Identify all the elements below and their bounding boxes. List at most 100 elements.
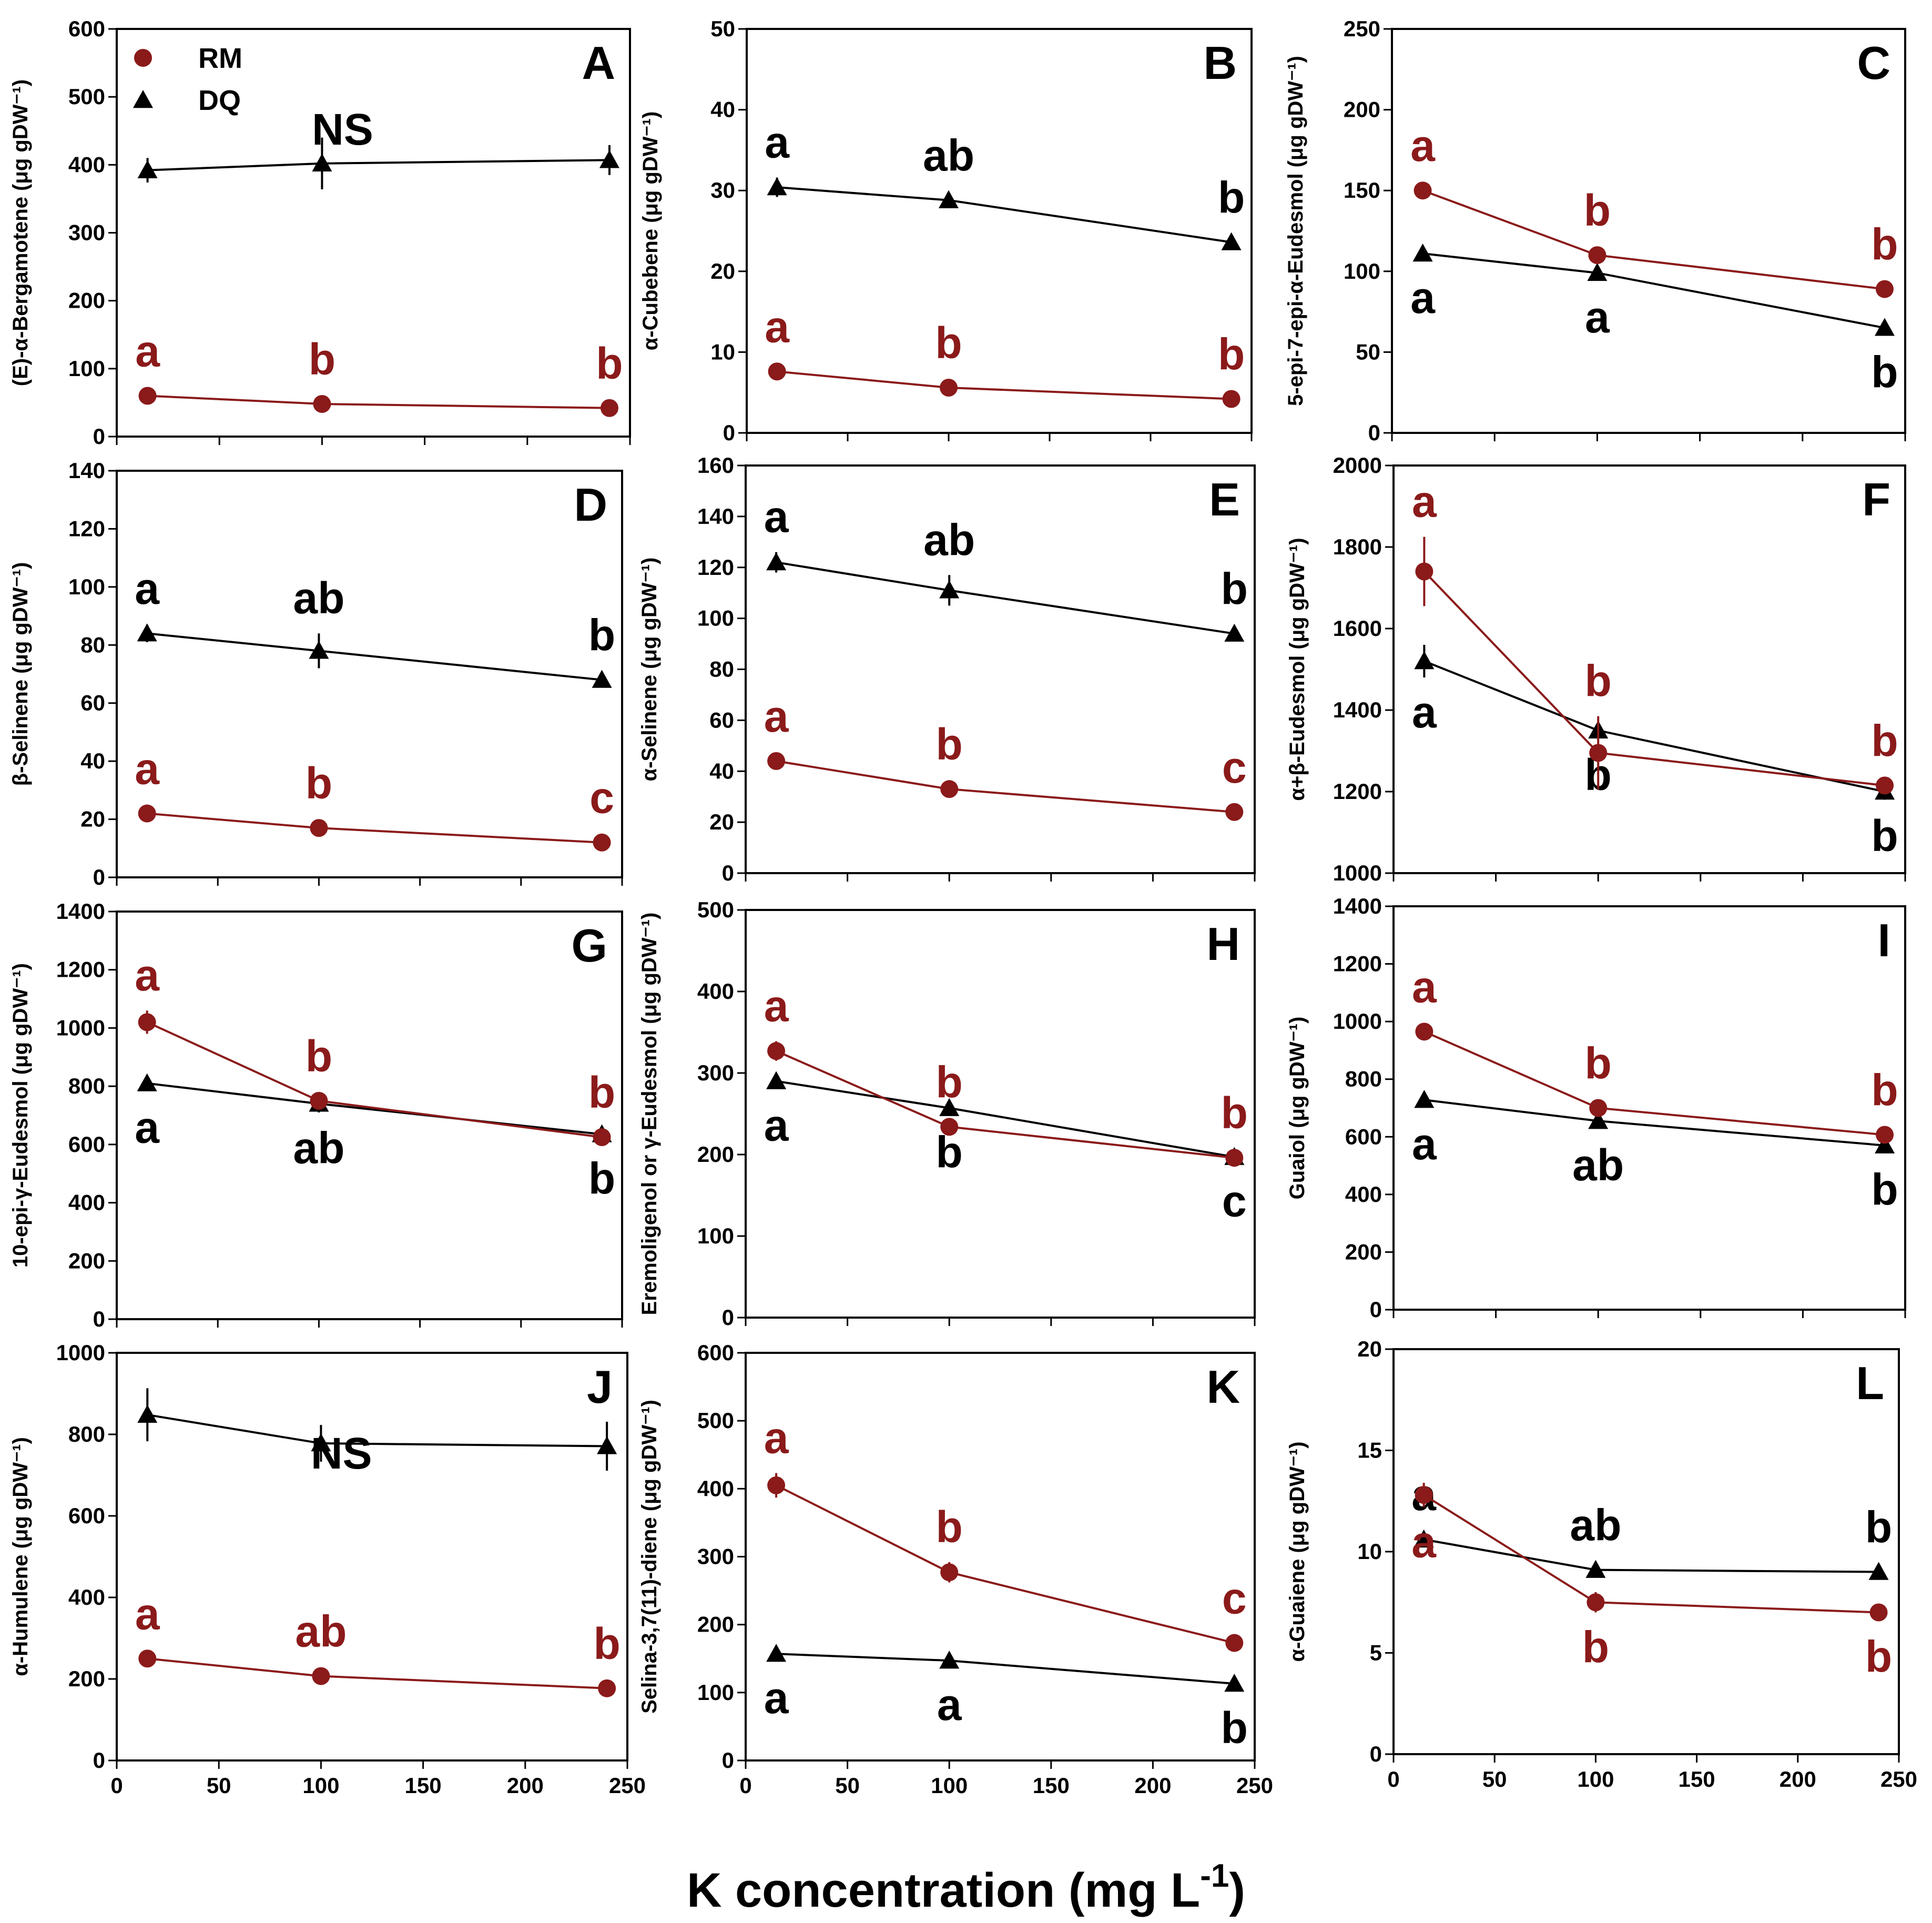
data-point-dq	[137, 1404, 158, 1423]
y-tick-label: 60	[709, 707, 734, 732]
x-tick-label: 250	[1236, 1773, 1273, 1798]
y-tick-label: 0	[1370, 1297, 1382, 1322]
panel-f: 1000 1200 1400 1600 1800 2000 α+β-Eudesmol (μg…	[1286, 453, 1906, 885]
y-tick-label: 200	[68, 288, 105, 313]
series-line-dq	[777, 186, 1232, 244]
panel-letter: J	[587, 1361, 613, 1413]
y-tick-label: 10	[710, 339, 735, 364]
x-tick-label: 250	[609, 1773, 646, 1798]
plot-frame	[1391, 28, 1906, 434]
series-line-rm	[1423, 571, 1885, 787]
data-point-rm	[1415, 1486, 1433, 1504]
y-tick-label: 500	[697, 897, 734, 922]
panel-j: 0 200 400 600 800 1000 0 50 100 150 200 250 α-Humule…	[9, 1340, 646, 1798]
y-axis-label: α-Guaiene (μg gDW⁻¹)	[1286, 1441, 1309, 1662]
y-tick-label: 600	[697, 1340, 734, 1365]
data-point-dq	[309, 641, 329, 659]
data-point-dq	[137, 1073, 157, 1091]
y-tick-label: 20	[1357, 1337, 1382, 1361]
x-tick-label: 100	[1577, 1767, 1614, 1792]
y-tick-label: 200	[697, 1612, 734, 1637]
significance-letter-rm: a	[135, 327, 160, 376]
significance-letter-rm: a	[764, 692, 789, 741]
y-tick-label: 60	[80, 691, 105, 715]
significance-letter-dq: ab	[1572, 1140, 1624, 1190]
y-tick-label: 600	[68, 16, 105, 41]
x-tick-label: 200	[1780, 1767, 1816, 1792]
data-point-rm	[593, 833, 611, 852]
data-point-dq	[939, 190, 959, 208]
y-axis-label: α-Humulene (μg gDW⁻¹)	[9, 1437, 32, 1676]
significance-letter-dq: ab	[293, 1123, 344, 1172]
global-x-axis-label: K concentration (mg L-1)	[687, 1858, 1245, 1917]
significance-letter-rm: a	[135, 1589, 160, 1638]
data-point-rm	[1588, 246, 1606, 265]
significance-letter-rm: b	[1865, 1632, 1892, 1682]
series-line-dq	[776, 1080, 1235, 1158]
significance-letter-dq: a	[135, 564, 160, 613]
data-point-dq	[939, 1098, 960, 1116]
data-point-rm	[1876, 776, 1894, 795]
legend-label-rm: RM	[198, 43, 242, 74]
y-tick-label: 10	[1357, 1539, 1382, 1564]
panel-letter: G	[572, 919, 607, 971]
significance-letter-rm: b	[306, 758, 332, 808]
y-tick-label: 1000	[56, 1340, 105, 1365]
data-point-rm	[940, 378, 958, 397]
y-tick-label: 1200	[56, 957, 105, 982]
y-tick-label: 80	[80, 632, 105, 657]
y-tick-label: 100	[68, 574, 105, 599]
series-line-rm	[1422, 189, 1885, 290]
data-point-dq	[1874, 318, 1895, 336]
data-point-dq	[766, 1644, 787, 1662]
y-tick-label: 300	[697, 1060, 734, 1085]
y-tick-label: 800	[68, 1074, 105, 1098]
significance-letter-dq: a	[764, 1673, 789, 1723]
y-tick-label: 400	[1345, 1182, 1382, 1207]
significance-letter-dq: b	[588, 1153, 615, 1203]
y-axis-label: 10-epi-γ-Eudesmol (μg gDW⁻¹)	[9, 963, 32, 1268]
y-tick-label: 200	[1345, 1239, 1382, 1264]
y-tick-label: 200	[68, 1666, 105, 1691]
significance-letter-dq: ab	[923, 131, 974, 180]
significance-letter-rm: c	[1222, 1574, 1247, 1623]
series-line-rm	[1423, 1494, 1879, 1614]
y-tick-label: 0	[93, 1748, 105, 1773]
x-tick-label: 150	[1679, 1767, 1715, 1792]
y-tick-label: 400	[68, 152, 105, 177]
data-point-dq	[1412, 244, 1433, 262]
significance-letter-dq: b	[588, 611, 615, 660]
data-point-rm	[310, 819, 328, 837]
data-point-dq	[1414, 1090, 1435, 1108]
plot-frame	[745, 909, 1256, 1319]
x-tick-label: 150	[405, 1773, 442, 1798]
panel-letter: B	[1203, 37, 1237, 89]
panel-i: 0 200 400 600 800 1000 1200 1400 Guaiol (μg gDW⁻…	[1286, 894, 1906, 1322]
y-tick-label: 1000	[1333, 1009, 1382, 1034]
y-tick-label: 2000	[1333, 453, 1382, 478]
significance-letter-rm: c	[589, 773, 614, 823]
y-tick-label: 0	[722, 1748, 734, 1773]
y-axis-label: α+β-Eudesmol (μg gDW⁻¹)	[1286, 538, 1309, 801]
data-point-rm	[767, 752, 786, 770]
y-tick-label: 250	[1344, 16, 1380, 41]
series-line-rm	[777, 370, 1232, 400]
series-line-rm	[776, 760, 1235, 813]
series-line-rm	[1423, 1030, 1885, 1136]
data-point-dq	[766, 552, 787, 571]
data-point-dq	[1224, 623, 1245, 642]
y-tick-label: 15	[1357, 1438, 1382, 1463]
significance-letter-dq: a	[1585, 292, 1610, 342]
y-axis-label: Eremoligenol or γ-Eudesmol (μg gDW⁻¹)	[638, 913, 661, 1315]
y-tick-label: 200	[697, 1142, 734, 1167]
significance-note: NS	[311, 1429, 372, 1478]
data-point-rm	[1225, 1634, 1244, 1652]
significance-letter-rm: a	[764, 981, 789, 1031]
x-tick-label: 0	[739, 1773, 751, 1798]
y-tick-label: 600	[68, 1132, 105, 1157]
data-point-dq	[599, 150, 619, 168]
data-point-dq	[1585, 1560, 1606, 1578]
y-tick-label: 5	[1370, 1641, 1382, 1665]
series-line-dq	[776, 1653, 1235, 1685]
plot-frame	[746, 28, 1253, 434]
